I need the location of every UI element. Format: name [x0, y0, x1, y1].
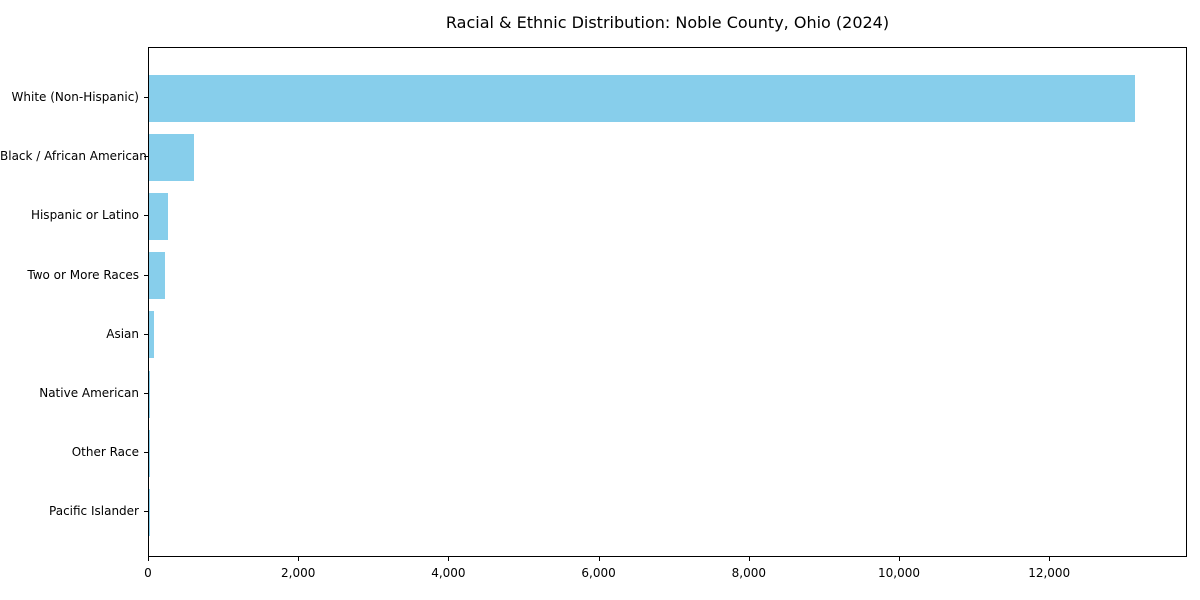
- x-tick-mark: [598, 557, 600, 561]
- y-tick-label: Native American: [39, 386, 139, 400]
- bar-white-non-hispanic: [149, 74, 1136, 122]
- bar-native-american: [149, 370, 151, 418]
- y-tick-label: Black / African American: [0, 149, 147, 164]
- plot-area: [148, 47, 1187, 557]
- x-tick-label: 2,000: [281, 566, 316, 580]
- y-tick-label: Pacific Islander: [49, 504, 139, 519]
- x-tick-label: 4,000: [431, 566, 466, 580]
- bar-two-or-more-races: [149, 252, 166, 300]
- x-tick-label: 0: [144, 566, 152, 580]
- x-tick-mark: [148, 557, 149, 561]
- y-tick-mark: [144, 215, 148, 217]
- x-tick-label: 8,000: [731, 566, 766, 580]
- y-tick-label: Two or More Races: [27, 267, 139, 282]
- y-tick-mark: [144, 393, 148, 394]
- x-tick-mark: [448, 557, 450, 561]
- x-tick-mark: [1049, 557, 1051, 561]
- bar-asian: [149, 311, 155, 359]
- y-tick-mark: [144, 156, 148, 158]
- y-tick-mark: [144, 452, 148, 454]
- bar-hispanic-or-latino: [149, 192, 169, 240]
- x-tick-mark: [898, 557, 900, 561]
- y-tick-label: Other Race: [71, 445, 139, 460]
- x-tick-mark: [298, 557, 300, 561]
- y-tick-label: Hispanic or Latino: [30, 208, 139, 223]
- y-tick-mark: [144, 97, 148, 98]
- x-tick-label: 12,000: [1028, 566, 1071, 580]
- x-tick-label: 6,000: [581, 566, 616, 580]
- y-tick-label: Asian: [106, 326, 139, 341]
- y-tick-mark: [144, 333, 148, 335]
- chart-title: Racial & Ethnic Distribution: Noble Coun…: [445, 13, 890, 32]
- x-tick-mark: [748, 557, 750, 561]
- bar-other-race: [149, 429, 150, 477]
- bar-black-african-american: [149, 133, 195, 181]
- y-tick-mark: [144, 274, 148, 276]
- y-tick-mark: [144, 511, 148, 513]
- x-tick-label: 10,000: [877, 566, 920, 580]
- y-tick-label: White (Non-Hispanic): [11, 90, 139, 104]
